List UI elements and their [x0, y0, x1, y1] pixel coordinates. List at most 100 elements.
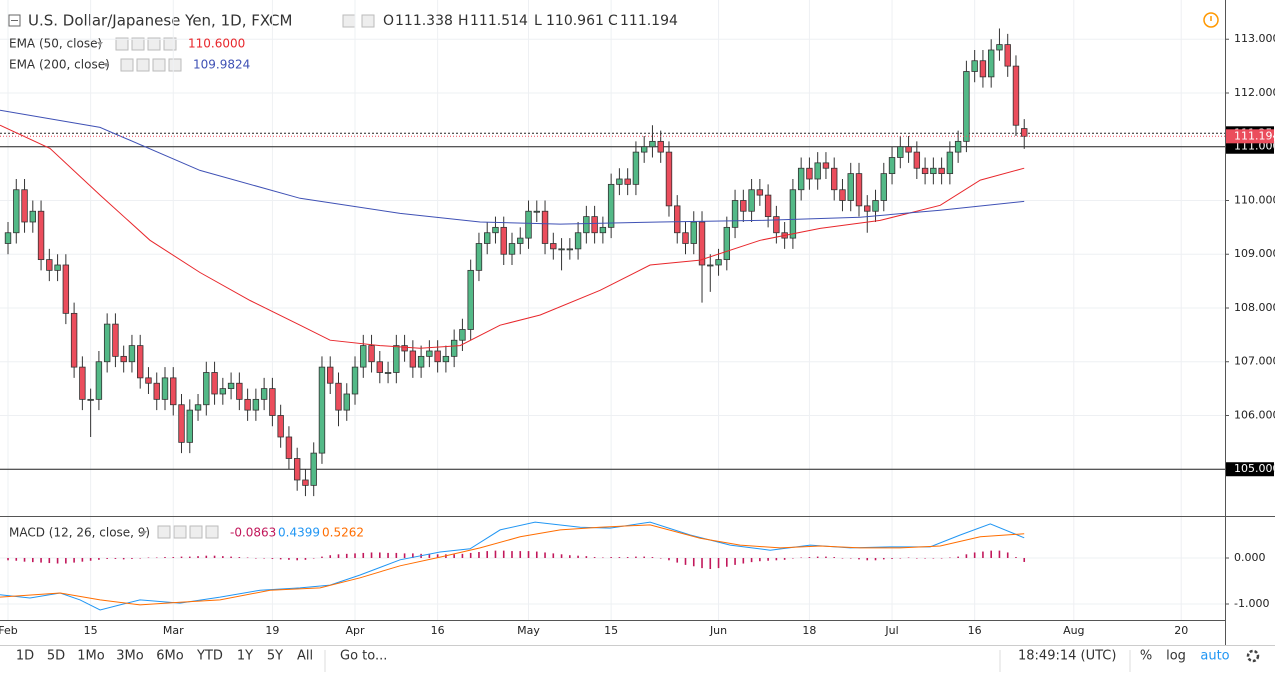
candle-body: [211, 372, 218, 395]
range-button[interactable]: All: [297, 649, 313, 664]
candle-body: [715, 259, 722, 266]
y-tick-label: -1.000: [1234, 597, 1269, 610]
histogram-bar: [40, 557, 42, 563]
histogram-bar: [98, 557, 100, 560]
histogram-bar: [767, 557, 769, 561]
candle-body: [128, 345, 136, 363]
goto-button[interactable]: Go to...: [340, 649, 387, 664]
histogram-bar: [998, 550, 1001, 558]
candle-body: [13, 189, 20, 234]
candle-body: [285, 436, 293, 459]
candle-body: [979, 60, 987, 78]
legend-caret: [141, 531, 147, 535]
candle-body: [137, 345, 144, 379]
alert-icon[interactable]: [1203, 12, 1219, 28]
histogram-bar: [387, 552, 389, 558]
histogram-bar: [213, 555, 216, 558]
histogram-bar: [502, 550, 505, 558]
settings-icon[interactable]: [1246, 649, 1260, 663]
candle-body: [120, 355, 127, 363]
histogram-bar: [924, 557, 926, 559]
candle-body: [607, 183, 615, 228]
histogram-bar: [841, 557, 844, 559]
histogram-bar: [89, 557, 92, 561]
histogram-bar: [180, 556, 183, 558]
x-tick-label: May: [517, 624, 540, 637]
histogram-bar: [709, 557, 712, 570]
toolbar-separators: [324, 650, 1131, 672]
candle-body: [277, 415, 284, 438]
legend-value: 109.9824: [193, 58, 250, 72]
candle-body: [351, 366, 359, 395]
candle-body: [1021, 128, 1028, 137]
range-button[interactable]: 1Mo: [77, 649, 104, 664]
candle-body: [376, 361, 384, 373]
range-button[interactable]: 5Y: [267, 649, 283, 664]
scale-option[interactable]: %: [1140, 649, 1152, 664]
candle-body: [360, 345, 367, 368]
histogram-bar: [403, 553, 406, 558]
collapse-icon[interactable]: [8, 14, 21, 27]
candle-body: [459, 329, 466, 341]
y-tick-label: 112.000: [1234, 86, 1275, 99]
candle-body: [484, 232, 491, 244]
histogram-bar: [990, 550, 992, 558]
histogram-bar: [139, 557, 142, 559]
range-button[interactable]: 6Mo: [156, 649, 183, 664]
histogram-bar: [354, 553, 356, 558]
candle-body: [682, 232, 689, 244]
histogram-bar: [188, 556, 191, 558]
histogram-bar: [701, 557, 703, 569]
x-tick-label: Mar: [163, 624, 184, 637]
candle-body: [54, 264, 61, 271]
histogram-bar: [965, 554, 968, 558]
histogram-bar: [1006, 552, 1009, 558]
symbol-title: U.S. Dollar/Japanese Yen, 1D, FXCM: [28, 12, 292, 30]
histogram-bar: [692, 557, 695, 567]
candle-body: [475, 243, 483, 271]
histogram-bar: [337, 554, 340, 558]
histogram-bar: [131, 557, 133, 559]
histogram-bar: [271, 557, 274, 559]
histogram-bar: [255, 557, 257, 559]
range-button[interactable]: 1D: [16, 649, 34, 664]
candle-body: [236, 382, 243, 400]
histogram-bar: [916, 557, 918, 559]
candle-body: [864, 205, 871, 212]
candle-body: [566, 248, 574, 251]
candle-body: [450, 339, 458, 357]
legend-caret: [103, 63, 109, 67]
scale-option[interactable]: auto: [1200, 649, 1229, 664]
candle-body: [541, 210, 549, 244]
candle-body: [79, 366, 86, 400]
range-button[interactable]: YTD: [196, 649, 223, 664]
histogram-bar: [973, 552, 976, 558]
histogram-bar: [759, 557, 761, 562]
candle-body: [558, 248, 565, 251]
histogram-bar: [792, 557, 794, 559]
scale-option[interactable]: log: [1166, 649, 1186, 664]
candle-body: [756, 189, 764, 196]
clock: 18:49:14 (UTC): [1018, 649, 1116, 664]
x-tick-label: Jun: [709, 624, 727, 637]
macd-line: [0, 524, 1025, 606]
range-button[interactable]: 1Y: [237, 649, 253, 664]
candle-body: [632, 151, 640, 185]
candle-body: [971, 60, 978, 72]
histogram-bar: [808, 557, 811, 558]
last-price-label: 111.194: [1234, 129, 1275, 142]
histogram-bar: [676, 557, 679, 563]
range-button[interactable]: 3Mo: [116, 649, 143, 664]
histogram-bar: [279, 557, 282, 560]
histogram-bar: [800, 557, 802, 559]
histogram-bar: [1023, 557, 1026, 562]
histogram-bar: [73, 557, 75, 563]
histogram-bar: [858, 557, 860, 560]
x-tick-label: Aug: [1063, 624, 1084, 637]
range-button[interactable]: 5D: [47, 649, 65, 664]
candle-body: [269, 388, 276, 416]
candle-body: [764, 194, 772, 218]
y-tick-label: 113.000: [1234, 32, 1275, 45]
histogram-bar: [370, 552, 373, 558]
candle-body: [574, 232, 582, 250]
